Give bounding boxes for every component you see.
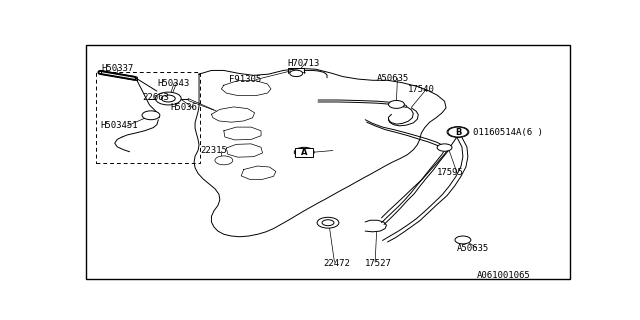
Circle shape xyxy=(322,220,334,226)
Circle shape xyxy=(447,127,469,138)
Text: H5036: H5036 xyxy=(171,103,198,112)
Circle shape xyxy=(215,156,233,165)
Text: A: A xyxy=(301,148,307,157)
Text: A061001065: A061001065 xyxy=(477,271,531,280)
Text: 17540: 17540 xyxy=(408,85,434,94)
Text: A: A xyxy=(301,148,307,157)
Text: F91305: F91305 xyxy=(229,75,261,84)
Text: 17527: 17527 xyxy=(365,259,392,268)
Text: 22315: 22315 xyxy=(200,146,227,155)
Circle shape xyxy=(448,127,468,137)
Bar xyxy=(96,72,200,163)
Text: H70713: H70713 xyxy=(287,59,319,68)
Bar xyxy=(295,148,313,157)
Text: B: B xyxy=(455,128,461,137)
Circle shape xyxy=(437,144,452,151)
Text: 22472: 22472 xyxy=(323,259,350,268)
Circle shape xyxy=(142,111,160,120)
Text: H503451: H503451 xyxy=(101,121,138,130)
Circle shape xyxy=(455,236,471,244)
Text: A50635: A50635 xyxy=(376,74,409,83)
Text: H50343: H50343 xyxy=(157,79,189,89)
Text: H50337: H50337 xyxy=(101,64,134,73)
Circle shape xyxy=(317,217,339,228)
Text: B: B xyxy=(455,128,461,137)
Circle shape xyxy=(156,92,181,105)
Text: 17595: 17595 xyxy=(437,168,464,177)
Circle shape xyxy=(290,70,303,76)
Circle shape xyxy=(294,147,314,157)
Text: A50635: A50635 xyxy=(457,244,489,253)
Circle shape xyxy=(161,95,175,102)
Text: 01160514A(6 ): 01160514A(6 ) xyxy=(474,128,543,137)
Circle shape xyxy=(388,100,404,108)
Text: 22663: 22663 xyxy=(142,93,169,102)
